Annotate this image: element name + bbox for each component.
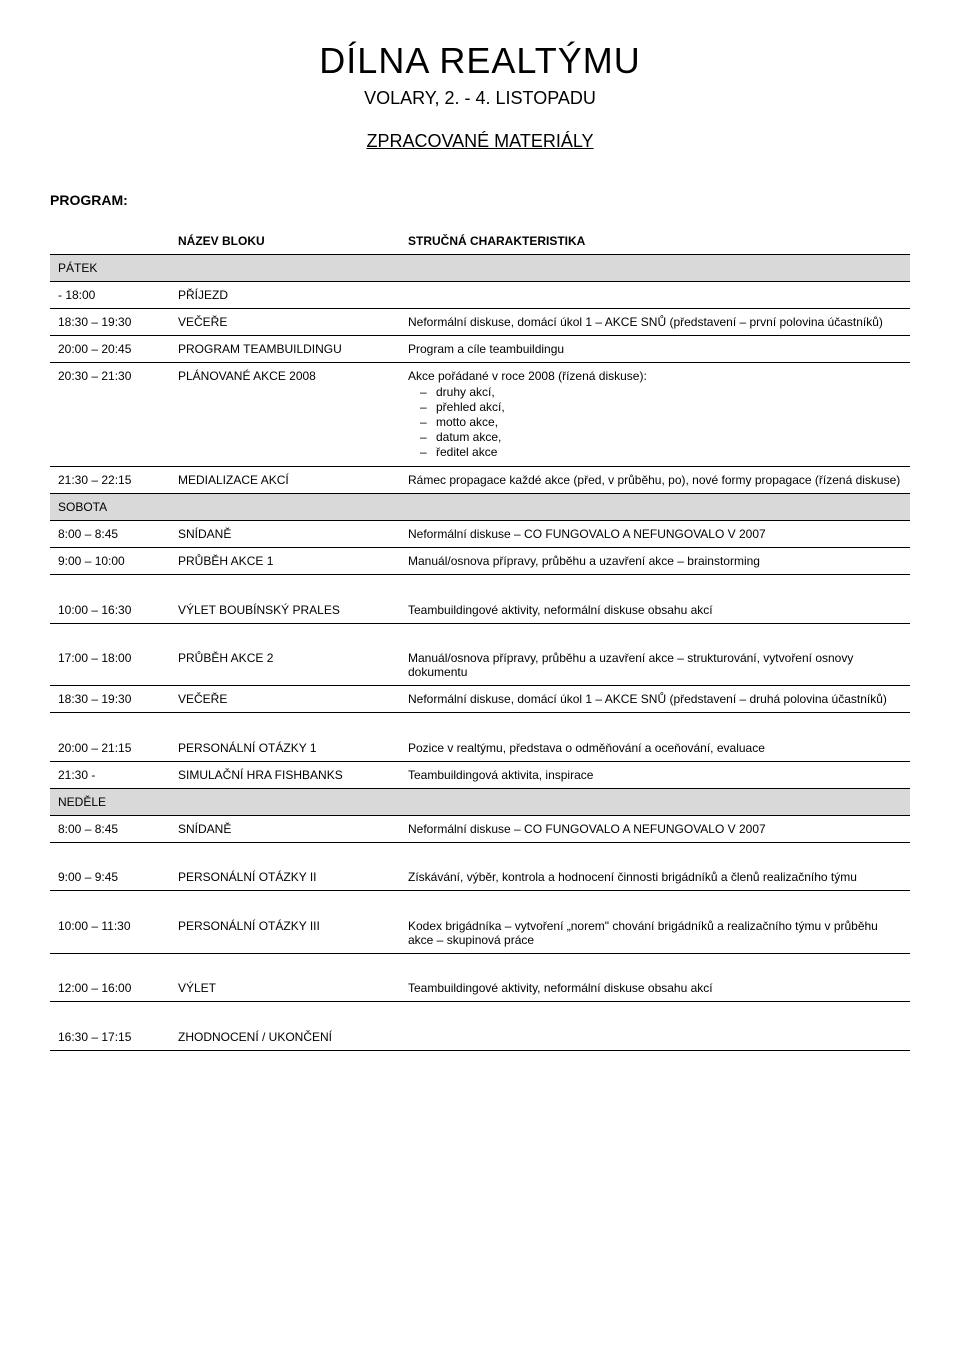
spacer [50, 842, 910, 864]
cell-block: VEČEŘE [170, 686, 400, 713]
cell-block: SNÍDANĚ [170, 815, 400, 842]
table-header-row: NÁZEV BLOKU STRUČNÁ CHARAKTERISTIKA [50, 228, 910, 255]
cell-time: 17:00 – 18:00 [50, 645, 170, 686]
cell-desc: Teambuildingové aktivity, neformální dis… [400, 597, 910, 624]
table-row: 16:30 – 17:15 ZHODNOCENÍ / UKONČENÍ [50, 1024, 910, 1051]
header-desc: STRUČNÁ CHARAKTERISTIKA [400, 228, 910, 255]
spacer [50, 713, 910, 735]
spacer [50, 1002, 910, 1024]
cell-time: 9:00 – 10:00 [50, 548, 170, 575]
cell-desc [400, 1024, 910, 1051]
day-label: PÁTEK [50, 255, 910, 282]
list-item: ředitel akce [436, 445, 902, 459]
table-row: 18:30 – 19:30 VEČEŘE Neformální diskuse,… [50, 686, 910, 713]
cell-block: PERSONÁLNÍ OTÁZKY 1 [170, 735, 400, 762]
cell-time: 20:00 – 21:15 [50, 735, 170, 762]
cell-desc: Manuál/osnova přípravy, průběhu a uzavře… [400, 645, 910, 686]
cell-desc: Program a cíle teambuildingu [400, 336, 910, 363]
cell-time: 10:00 – 11:30 [50, 913, 170, 954]
table-row: 20:30 – 21:30 PLÁNOVANÉ AKCE 2008 Akce p… [50, 363, 910, 467]
cell-time: 9:00 – 9:45 [50, 864, 170, 891]
bullet-list: druhy akcí, přehled akcí, motto akce, da… [408, 385, 902, 459]
cell-block: SIMULAČNÍ HRA FISHBANKS [170, 761, 400, 788]
cell-desc: Teambuildingová aktivita, inspirace [400, 761, 910, 788]
cell-desc: Rámec propagace každé akce (před, v průb… [400, 467, 910, 494]
list-item: druhy akcí, [436, 385, 902, 399]
cell-block: ZHODNOCENÍ / UKONČENÍ [170, 1024, 400, 1051]
cell-time: 18:30 – 19:30 [50, 309, 170, 336]
cell-block: PROGRAM TEAMBUILDINGU [170, 336, 400, 363]
cell-time: - 18:00 [50, 282, 170, 309]
cell-time: 21:30 – 22:15 [50, 467, 170, 494]
table-row: 8:00 – 8:45 SNÍDANĚ Neformální diskuse –… [50, 521, 910, 548]
cell-desc: Neformální diskuse, domácí úkol 1 – AKCE… [400, 686, 910, 713]
table-row: - 18:00 PŘÍJEZD [50, 282, 910, 309]
desc-lead: Akce pořádané v roce 2008 (řízená diskus… [408, 369, 647, 383]
section-heading: ZPRACOVANÉ MATERIÁLY [50, 131, 910, 152]
page-subtitle: VOLARY, 2. - 4. LISTOPADU [50, 88, 910, 109]
page-title: DÍLNA REALTÝMU [50, 40, 910, 82]
list-item: motto akce, [436, 415, 902, 429]
cell-time: 10:00 – 16:30 [50, 597, 170, 624]
day-label: NEDĚLE [50, 788, 910, 815]
day-label: SOBOTA [50, 494, 910, 521]
cell-block: PERSONÁLNÍ OTÁZKY II [170, 864, 400, 891]
day-row-patek: PÁTEK [50, 255, 910, 282]
spacer [50, 891, 910, 913]
cell-desc: Akce pořádané v roce 2008 (řízená diskus… [400, 363, 910, 467]
table-row: 10:00 – 16:30 VÝLET BOUBÍNSKÝ PRALES Tea… [50, 597, 910, 624]
table-row: 20:00 – 20:45 PROGRAM TEAMBUILDINGU Prog… [50, 336, 910, 363]
table-row: 12:00 – 16:00 VÝLET Teambuildingové akti… [50, 975, 910, 1002]
cell-desc: Teambuildingové aktivity, neformální dis… [400, 975, 910, 1002]
cell-desc: Neformální diskuse, domácí úkol 1 – AKCE… [400, 309, 910, 336]
table-row: 8:00 – 8:45 SNÍDANĚ Neformální diskuse –… [50, 815, 910, 842]
cell-desc: Získávání, výběr, kontrola a hodnocení č… [400, 864, 910, 891]
cell-desc: Kodex brigádníka – vytvoření „norem" cho… [400, 913, 910, 954]
cell-desc: Pozice v realtýmu, představa o odměňován… [400, 735, 910, 762]
cell-time: 16:30 – 17:15 [50, 1024, 170, 1051]
list-item: přehled akcí, [436, 400, 902, 414]
cell-desc: Neformální diskuse – CO FUNGOVALO A NEFU… [400, 815, 910, 842]
cell-desc [400, 282, 910, 309]
spacer [50, 575, 910, 597]
table-row: 10:00 – 11:30 PERSONÁLNÍ OTÁZKY III Kode… [50, 913, 910, 954]
cell-block: VÝLET BOUBÍNSKÝ PRALES [170, 597, 400, 624]
cell-block: SNÍDANĚ [170, 521, 400, 548]
program-table: NÁZEV BLOKU STRUČNÁ CHARAKTERISTIKA PÁTE… [50, 228, 910, 1051]
table-row: 9:00 – 9:45 PERSONÁLNÍ OTÁZKY II Získává… [50, 864, 910, 891]
cell-time: 21:30 - [50, 761, 170, 788]
spacer [50, 953, 910, 975]
cell-block: MEDIALIZACE AKCÍ [170, 467, 400, 494]
day-row-nedele: NEDĚLE [50, 788, 910, 815]
cell-block: PŘÍJEZD [170, 282, 400, 309]
program-label: PROGRAM: [50, 192, 910, 208]
cell-time: 20:30 – 21:30 [50, 363, 170, 467]
day-row-sobota: SOBOTA [50, 494, 910, 521]
table-row: 9:00 – 10:00 PRŮBĚH AKCE 1 Manuál/osnova… [50, 548, 910, 575]
cell-block: PRŮBĚH AKCE 1 [170, 548, 400, 575]
table-row: 20:00 – 21:15 PERSONÁLNÍ OTÁZKY 1 Pozice… [50, 735, 910, 762]
list-item: datum akce, [436, 430, 902, 444]
cell-time: 18:30 – 19:30 [50, 686, 170, 713]
header-block: NÁZEV BLOKU [170, 228, 400, 255]
table-row: 21:30 – 22:15 MEDIALIZACE AKCÍ Rámec pro… [50, 467, 910, 494]
table-row: 18:30 – 19:30 VEČEŘE Neformální diskuse,… [50, 309, 910, 336]
cell-time: 8:00 – 8:45 [50, 815, 170, 842]
table-row: 21:30 - SIMULAČNÍ HRA FISHBANKS Teambuil… [50, 761, 910, 788]
cell-time: 8:00 – 8:45 [50, 521, 170, 548]
cell-time: 20:00 – 20:45 [50, 336, 170, 363]
table-row: 17:00 – 18:00 PRŮBĚH AKCE 2 Manuál/osnov… [50, 645, 910, 686]
cell-block: PLÁNOVANÉ AKCE 2008 [170, 363, 400, 467]
spacer [50, 623, 910, 645]
cell-block: VÝLET [170, 975, 400, 1002]
cell-desc: Neformální diskuse – CO FUNGOVALO A NEFU… [400, 521, 910, 548]
cell-block: PERSONÁLNÍ OTÁZKY III [170, 913, 400, 954]
cell-desc: Manuál/osnova přípravy, průběhu a uzavře… [400, 548, 910, 575]
header-time [50, 228, 170, 255]
cell-block: VEČEŘE [170, 309, 400, 336]
cell-time: 12:00 – 16:00 [50, 975, 170, 1002]
cell-block: PRŮBĚH AKCE 2 [170, 645, 400, 686]
